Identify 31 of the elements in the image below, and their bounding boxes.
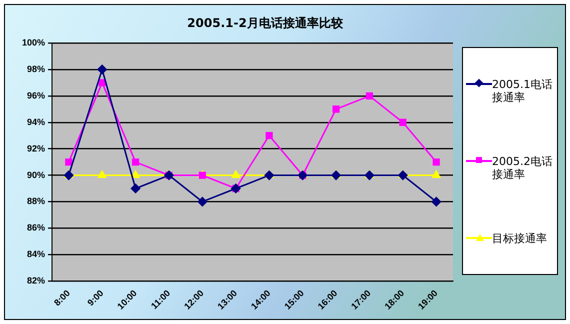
- y-tick-label: 82%: [27, 276, 46, 286]
- point: [232, 170, 240, 178]
- legend-label: 2005.1电话接通率: [492, 78, 554, 104]
- y-tick-label: 96%: [27, 90, 46, 100]
- y-tick-label: 84%: [27, 249, 46, 260]
- legend-label: 2005.2电话接通率: [492, 154, 554, 180]
- y-tick-label: 88%: [27, 196, 46, 206]
- legend-label: 目标接通率: [492, 232, 548, 244]
- point: [366, 92, 374, 100]
- point: [332, 106, 340, 113]
- point: [132, 158, 140, 166]
- y-tick-label: 92%: [27, 143, 46, 154]
- y-tick-label: 100%: [22, 37, 46, 48]
- point: [98, 170, 106, 178]
- y-tick-label: 98%: [27, 64, 46, 74]
- point: [98, 79, 106, 86]
- point: [130, 184, 140, 194]
- point: [432, 170, 441, 178]
- y-tick-label: 86%: [27, 222, 46, 233]
- chart-title: 2005.1-2月电话接通率比较: [186, 15, 344, 32]
- point: [399, 118, 406, 126]
- point: [97, 64, 107, 74]
- point: [266, 132, 273, 140]
- point: [198, 196, 208, 206]
- point: [432, 196, 442, 206]
- point: [432, 158, 440, 166]
- x-tick-label: 9:00: [86, 288, 106, 308]
- y-tick-label: 94%: [27, 116, 46, 127]
- point: [65, 158, 72, 166]
- y-tick-label: 90%: [27, 170, 46, 180]
- point: [131, 170, 140, 178]
